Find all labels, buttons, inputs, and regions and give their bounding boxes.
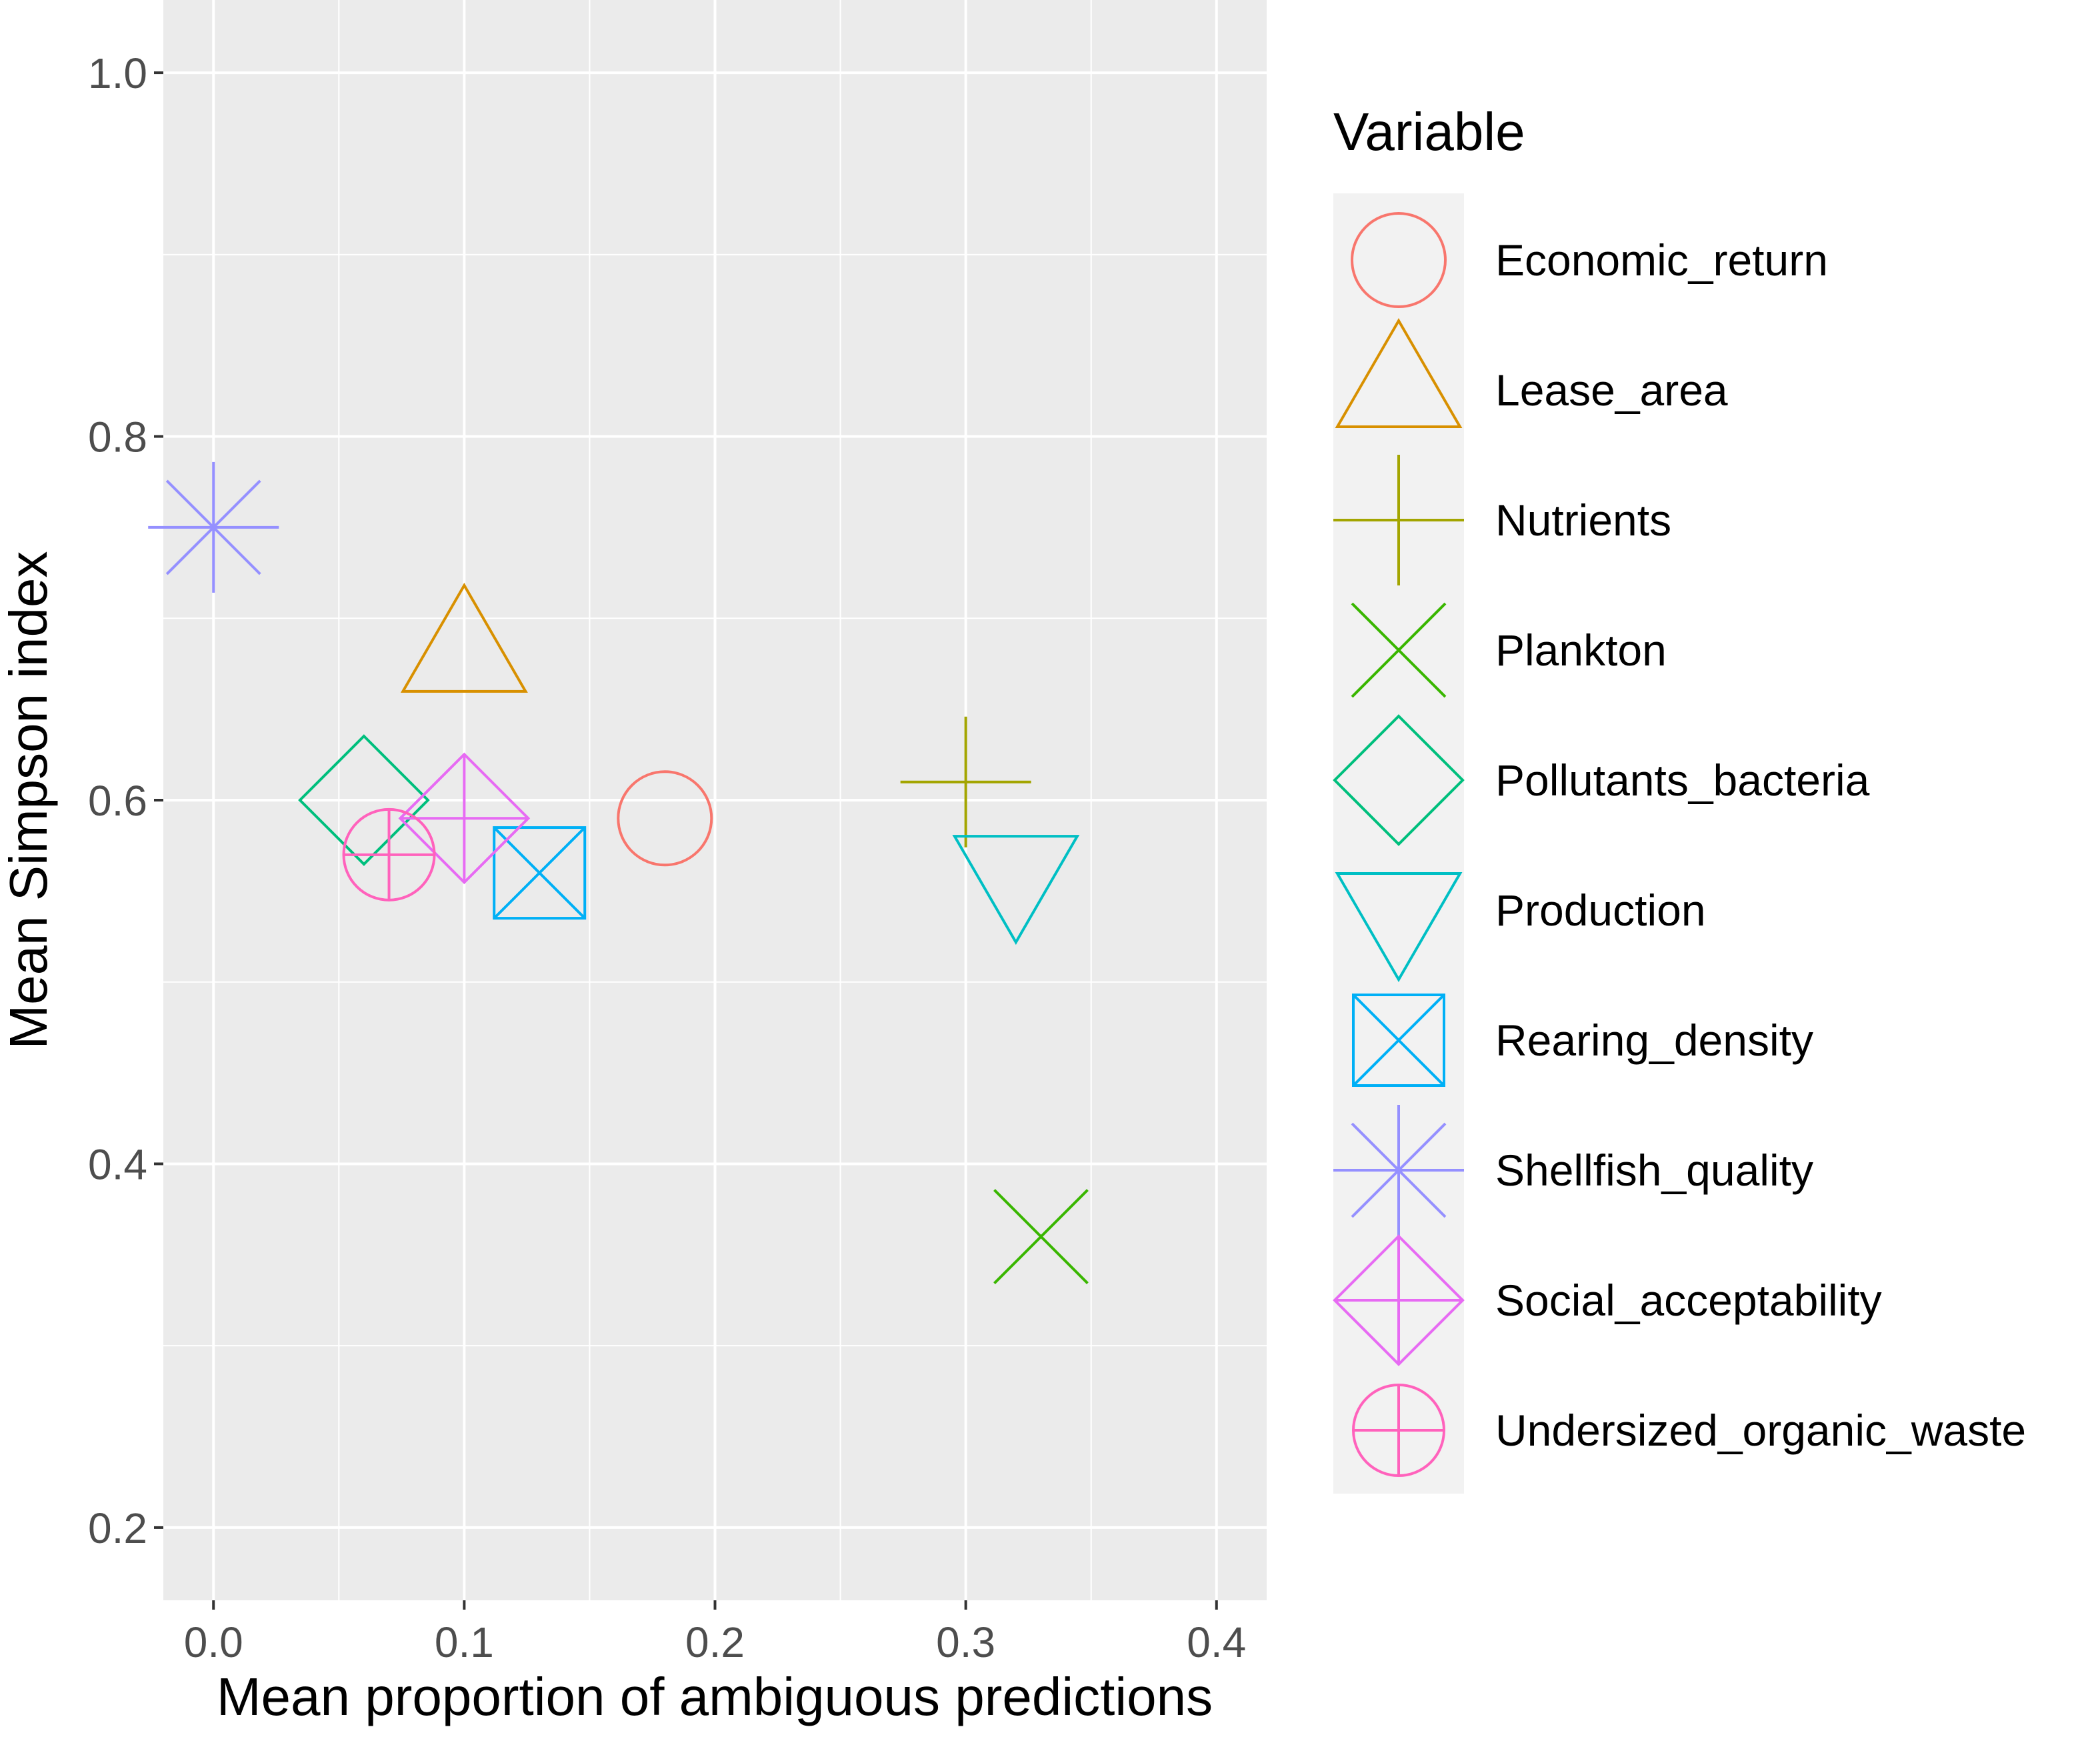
legend-item-plankton: Plankton	[1351, 602, 1667, 698]
x-tick-label: 0.3	[936, 1618, 995, 1666]
legend-label: Rearing_density	[1495, 1016, 1813, 1065]
y-tick-label: 0.8	[88, 413, 147, 461]
legend-label: Lease_area	[1495, 365, 1728, 415]
legend-items: Economic_return Lease_area Nutrients Plankt…	[1333, 212, 2026, 1477]
x-tick-label: 0.0	[184, 1618, 243, 1666]
legend-item-pollutants-bacteria: Pollutants_bacteria	[1333, 714, 1870, 846]
x-tick-label: 0.2	[685, 1618, 745, 1666]
legend-label: Shellfish_quality	[1495, 1146, 1813, 1195]
legend-key-icon	[1335, 318, 1463, 428]
legend-label: Plankton	[1495, 625, 1667, 675]
x-axis-label: Mean proportion of ambiguous predictions	[217, 1667, 1213, 1726]
legend-label: Production	[1495, 886, 1706, 935]
point-undersized-organic-waste	[342, 807, 436, 902]
y-tick-label: 0.2	[88, 1504, 147, 1552]
x-tick-label: 0.1	[435, 1618, 494, 1666]
y-axis-label: Mean Simpson index	[0, 551, 58, 1049]
point-shellfish-quality	[148, 461, 279, 593]
legend-key-icon	[1333, 1234, 1465, 1366]
legend-item-economic-return: Economic_return	[1351, 212, 1828, 308]
point-social-acceptability	[398, 752, 531, 885]
legend-key-icon	[1335, 872, 1463, 982]
legend-item-shellfish-quality: Shellfish_quality	[1333, 1105, 1813, 1236]
legend-key-icon	[1352, 1384, 1445, 1477]
legend-title: Variable	[1333, 102, 1525, 161]
point-lease-area	[400, 582, 528, 693]
y-tick-label: 0.6	[88, 777, 147, 825]
legend-label: Social_acceptability	[1495, 1276, 1882, 1325]
legend-item-nutrients: Nutrients	[1333, 455, 1671, 585]
point-production	[952, 835, 1080, 946]
legend-item-lease-area: Lease_area	[1335, 318, 1728, 428]
point-economic-return	[617, 770, 713, 867]
legend-label: Pollutants_bacteria	[1495, 755, 1870, 805]
point-pollutants-bacteria	[298, 734, 430, 866]
legend-key-icon	[1351, 212, 1447, 308]
legend-key-icon	[1351, 602, 1447, 698]
legend-item-social-acceptability: Social_acceptability	[1333, 1234, 1882, 1366]
legend-key-icon	[1333, 1105, 1464, 1236]
legend-item-rearing-density: Rearing_density	[1352, 994, 1813, 1087]
point-rearing-density	[493, 826, 587, 920]
y-tick-label: 1.0	[88, 49, 147, 97]
legend-label: Economic_return	[1495, 235, 1828, 285]
y-tick-label: 0.4	[88, 1140, 147, 1188]
legend-item-undersized-organic-waste: Undersized_organic_waste	[1352, 1384, 2026, 1477]
legend: Variable Economic_return Lease_area Nutrie…	[1333, 102, 2026, 1494]
legend-label: Undersized_organic_waste	[1495, 1406, 2026, 1455]
legend-item-production: Production	[1335, 872, 1706, 982]
x-tick-label: 0.4	[1187, 1618, 1246, 1666]
legend-key-icon	[1333, 714, 1465, 846]
point-nutrients	[900, 716, 1031, 847]
x-axis: 0.0 0.1 0.2 0.3 0.4	[184, 1600, 1246, 1666]
legend-key-icon	[1352, 994, 1445, 1087]
legend-key-icon	[1333, 455, 1464, 585]
data-points	[148, 461, 1089, 1284]
y-axis: 0.2 0.4 0.6 0.8 1.0	[88, 49, 163, 1552]
point-plankton	[993, 1189, 1089, 1284]
legend-label: Nutrients	[1495, 495, 1671, 545]
